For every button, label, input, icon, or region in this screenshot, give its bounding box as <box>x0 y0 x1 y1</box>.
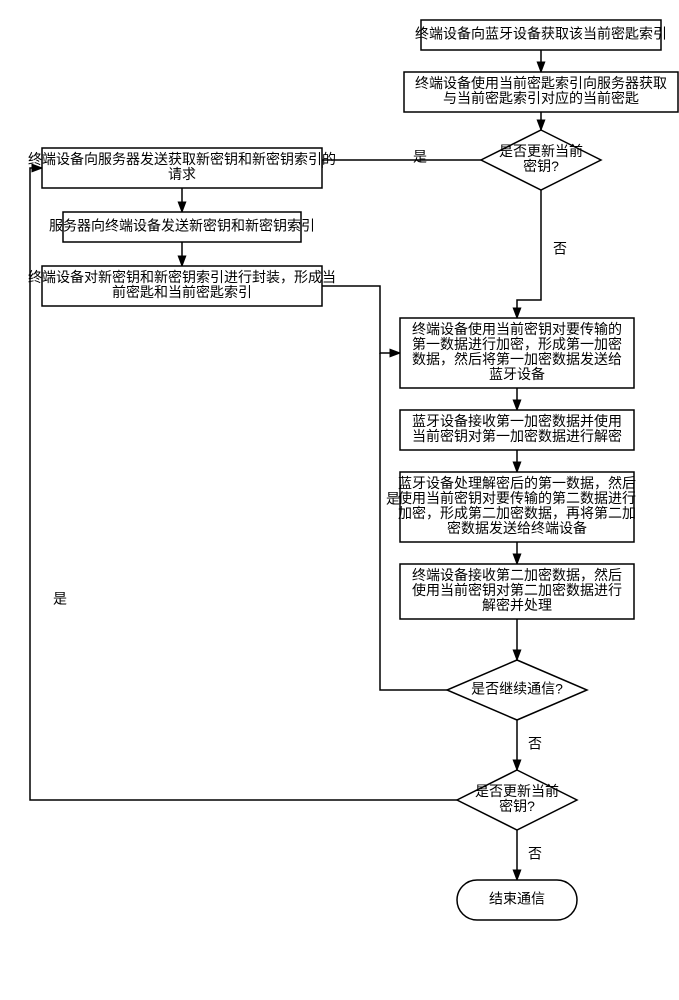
node-text: 结束通信 <box>489 891 545 907</box>
node-text: 终端设备使用当前密钥对要传输的 <box>412 321 622 337</box>
node-text: 服务器向终端设备发送新密钥和新密钥索引 <box>49 218 315 234</box>
edge-d1-n3 <box>322 160 481 168</box>
node-text: 终端设备接收第二加密数据，然后 <box>412 567 622 583</box>
node-text: 加密，形成第二加密数据，再将第二加 <box>398 505 636 521</box>
node-text: 蓝牙设备接收第一加密数据并使用 <box>412 413 622 429</box>
edge-d3-n3 <box>30 168 457 800</box>
node-text: 请求 <box>168 166 196 182</box>
node-text: 密钥? <box>523 158 559 174</box>
node-text: 第一数据进行加密，形成第一加密 <box>412 336 622 352</box>
node-text: 终端设备向蓝牙设备获取该当前密匙索引 <box>415 26 667 42</box>
node-text: 与当前密匙索引对应的当前密匙 <box>443 90 639 106</box>
node-text: 是否更新当前 <box>499 143 583 159</box>
node-text: 密钥? <box>499 798 535 814</box>
node-text: 密数据发送给终端设备 <box>447 520 587 536</box>
node-text: 是否继续通信? <box>471 681 563 697</box>
edge-d1-n6 <box>517 190 541 318</box>
node-text: 解密并处理 <box>482 597 552 613</box>
edge-label: 否 <box>528 736 542 752</box>
node-text: 前密匙和当前密匙索引 <box>112 284 252 300</box>
node-text: 终端设备向服务器发送获取新密钥和新密钥索引的 <box>28 151 336 167</box>
node-text: 数据，然后将第一加密数据发送给 <box>412 351 622 367</box>
node-text: 蓝牙设备 <box>489 366 545 382</box>
edge-label: 否 <box>528 846 542 862</box>
node-text: 蓝牙设备处理解密后的第一数据，然后 <box>398 475 636 491</box>
flowchart: 是否是否是否终端设备向蓝牙设备获取该当前密匙索引终端设备使用当前密匙索引向服务器… <box>0 0 679 1000</box>
node-text: 终端设备使用当前密匙索引向服务器获取 <box>415 75 667 91</box>
node-text: 使用当前密钥对第二加密数据进行 <box>412 582 622 598</box>
edge-label: 是 <box>413 149 427 165</box>
edge-n5-n6 <box>322 286 400 353</box>
node-text: 当前密钥对第一加密数据进行解密 <box>412 428 622 444</box>
edge-label: 否 <box>553 241 567 257</box>
edge-label: 是 <box>53 591 67 607</box>
node-text: 使用当前密钥对要传输的第二数据进行 <box>398 490 636 506</box>
node-text: 是否更新当前 <box>475 783 559 799</box>
node-text: 终端设备对新密钥和新密钥索引进行封装，形成当 <box>28 269 336 285</box>
